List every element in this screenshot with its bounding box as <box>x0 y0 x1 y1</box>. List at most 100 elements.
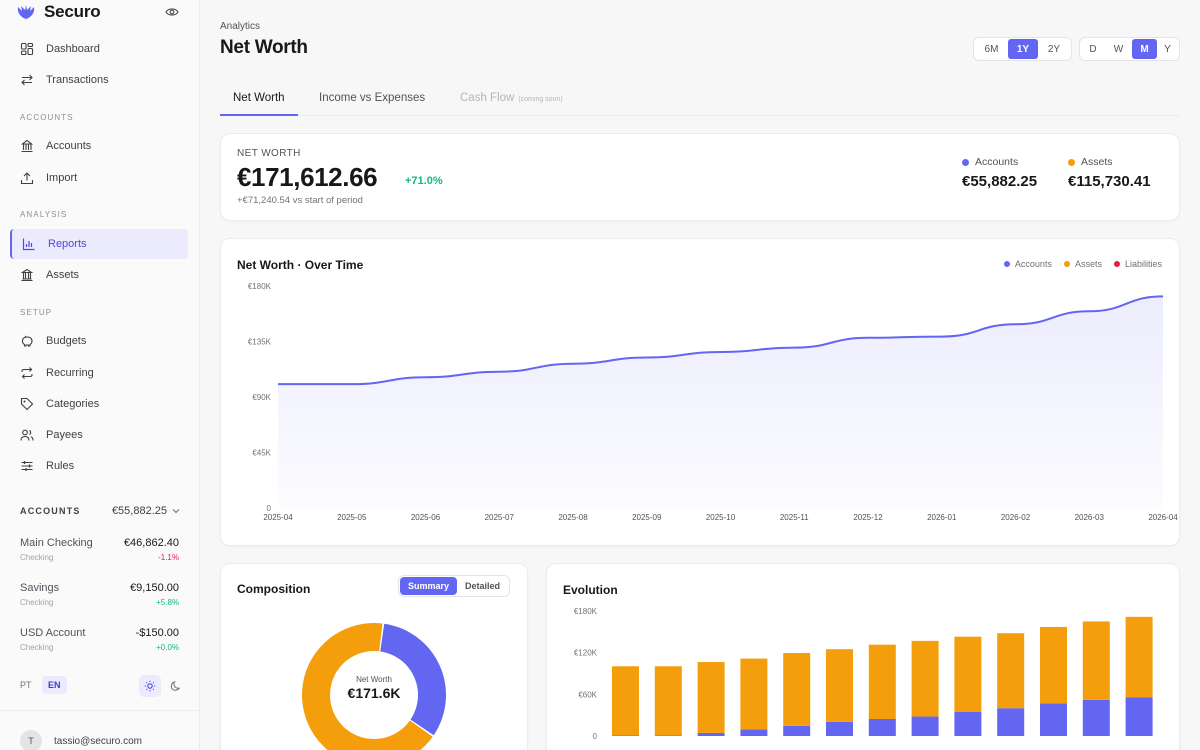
section-label-setup: SETUP <box>20 308 53 317</box>
account-name: USD Account <box>20 627 86 639</box>
tab-income-vs-expenses[interactable]: Income vs Expenses <box>319 92 426 104</box>
net-worth-change-pct: +71.0% <box>405 175 443 187</box>
sidebar-item-dashboard[interactable]: Dashboard <box>10 34 188 64</box>
donut-slice-assets <box>302 623 433 750</box>
account-balance: €9,150.00 <box>130 582 179 594</box>
sidebar-item-assets[interactable]: Assets <box>10 260 188 290</box>
sidebar-item-label: Budgets <box>46 335 87 347</box>
x-tick-label: 2025-07 <box>485 513 515 522</box>
sidebar-item-payees[interactable]: Payees <box>10 420 188 450</box>
accounts-stat: Accounts €55,882.25 <box>962 156 1037 190</box>
detailed-view-button[interactable]: Detailed <box>457 577 508 595</box>
sun-icon <box>144 680 156 692</box>
assets-stat: Assets €115,730.41 <box>1068 156 1151 190</box>
account-name: Savings <box>20 582 60 594</box>
coming-soon-note: (coming soon) <box>518 96 563 103</box>
sidebar-item-label: Assets <box>46 269 80 281</box>
x-tick-label: 2025-12 <box>853 513 883 522</box>
brand[interactable]: Securo <box>16 2 101 22</box>
x-tick-label: 2026-02 <box>1001 513 1031 522</box>
tab-net-worth[interactable]: Net Worth <box>220 92 298 116</box>
evolution-card: Evolution €180K €120K €60K 0 <box>546 563 1180 750</box>
x-tick-label: 2025-04 <box>263 513 293 522</box>
account-type: Checking <box>20 598 54 607</box>
bar-accounts <box>654 735 682 736</box>
bar-assets <box>1125 616 1153 698</box>
composition-donut-chart[interactable] <box>221 564 527 750</box>
bar-accounts <box>612 735 639 736</box>
range-6m-button[interactable]: 6M <box>975 39 1008 59</box>
language-pt[interactable]: PT <box>20 680 32 690</box>
net-worth-label: NET WORTH <box>237 148 301 159</box>
legend-item-liabilities[interactable]: Liabilities <box>1113 259 1162 269</box>
language-en[interactable]: EN <box>42 676 67 694</box>
y-tick-label: 0 <box>267 504 272 513</box>
bar-accounts <box>740 729 768 736</box>
sidebar-item-label: Accounts <box>46 140 92 152</box>
bar-assets <box>868 644 896 719</box>
sliders-icon <box>21 461 33 471</box>
range-selector: 6M 1Y 2Y <box>973 37 1072 61</box>
sidebar-item-rules[interactable]: Rules <box>10 451 188 481</box>
eye-icon[interactable] <box>165 5 179 23</box>
assets-stat-label: Assets <box>1081 156 1113 168</box>
sidebar-item-accounts[interactable]: Accounts <box>10 131 188 161</box>
donut-center-value: €171.6K <box>347 685 401 701</box>
bar-assets <box>783 653 811 726</box>
logo-icon <box>17 5 35 19</box>
range-1y-button[interactable]: 1Y <box>1008 39 1038 59</box>
bar-accounts <box>911 716 939 736</box>
dark-theme-button[interactable] <box>164 675 186 697</box>
legend-item-accounts[interactable]: Accounts <box>1003 259 1052 269</box>
sidebar-item-label: Import <box>46 172 78 184</box>
granularity-w-button[interactable]: W <box>1105 39 1132 59</box>
tab-cash-flow-label: Cash Flow <box>460 92 515 104</box>
x-tick-label: 2026-01 <box>927 513 957 522</box>
legend-item-assets[interactable]: Assets <box>1063 259 1102 269</box>
bar-accounts <box>1125 697 1153 736</box>
y-tick-label: 0 <box>593 732 598 741</box>
tag-icon <box>20 397 34 411</box>
piggy-bank-icon <box>21 335 33 347</box>
bar-assets <box>612 666 639 736</box>
accounts-summary-header[interactable]: ACCOUNTS €55,882.25 <box>20 505 180 517</box>
summary-view-button[interactable]: Summary <box>400 577 458 595</box>
sidebar-item-transactions[interactable]: Transactions <box>10 65 188 95</box>
light-theme-button[interactable] <box>139 675 161 697</box>
transactions-icon <box>21 74 33 86</box>
composition-card: Composition Summary Detailed Net Worth €… <box>220 563 528 750</box>
donut-slice-accounts <box>380 623 446 736</box>
sidebar-item-categories[interactable]: Categories <box>10 389 188 419</box>
account-type: Checking <box>20 553 54 562</box>
y-tick-label: €180K <box>248 282 272 291</box>
range-2y-button[interactable]: 2Y <box>1038 39 1070 59</box>
sidebar-item-label: Transactions <box>46 74 109 86</box>
section-label-accounts: ACCOUNTS <box>20 113 74 122</box>
dashboard-icon <box>20 42 34 56</box>
y-tick-label: €60K <box>578 690 597 699</box>
sidebar-item-budgets[interactable]: Budgets <box>10 326 188 356</box>
x-tick-label: 2025-10 <box>706 513 736 522</box>
chevron-down-icon <box>172 509 180 514</box>
evolution-bar-chart[interactable]: €180K €120K €60K 0 <box>547 564 1179 750</box>
bar-accounts <box>868 718 896 736</box>
accounts-stat-value: €55,882.25 <box>962 173 1038 190</box>
granularity-y-button[interactable]: Y <box>1157 39 1178 59</box>
account-balance: -$150.00 <box>135 627 179 639</box>
x-tick-label: 2026-04 <box>1148 513 1178 522</box>
sidebar-item-recurring[interactable]: Recurring <box>10 358 188 388</box>
user-menu[interactable]: T tassio@securo.com <box>0 710 200 750</box>
bar-accounts <box>954 711 982 736</box>
legend-label: Liabilities <box>1124 259 1162 269</box>
brand-name: Securo <box>44 2 101 21</box>
accounts-stat-legend: Accounts <box>962 156 1037 168</box>
legend-dot <box>1113 261 1120 267</box>
granularity-selector: D W M Y <box>1079 37 1180 61</box>
granularity-d-button[interactable]: D <box>1081 39 1105 59</box>
granularity-m-button[interactable]: M <box>1132 39 1157 59</box>
sidebar-item-reports[interactable]: Reports <box>10 229 188 259</box>
sidebar-item-import[interactable]: Import <box>10 163 188 193</box>
accounts-summary-label: ACCOUNTS <box>20 506 81 516</box>
line-chart-title: Net Worth · Over Time <box>237 258 364 272</box>
